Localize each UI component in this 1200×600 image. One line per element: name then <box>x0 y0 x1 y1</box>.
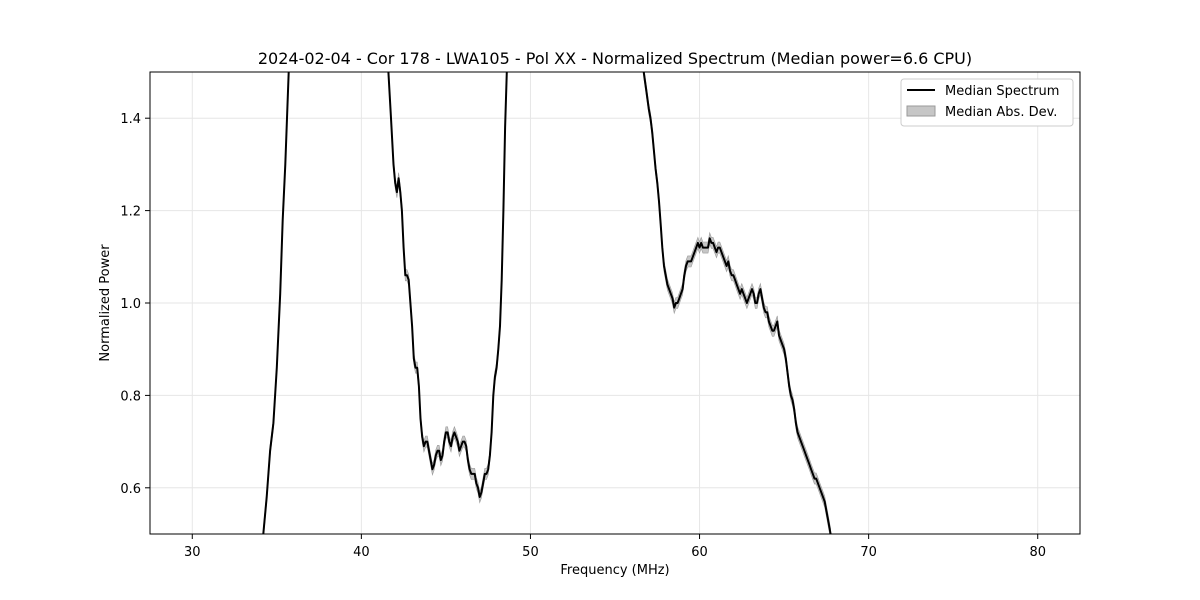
x-axis-label: Frequency (MHz) <box>560 563 669 578</box>
x-tick-label: 30 <box>184 545 201 560</box>
legend: Median Spectrum Median Abs. Dev. <box>900 78 1074 127</box>
x-tick-label: 40 <box>353 545 370 560</box>
legend-box <box>900 78 1074 127</box>
legend-band-swatch <box>906 105 936 117</box>
legend-label-median-spectrum: Median Spectrum <box>945 84 1059 99</box>
x-tick-label: 50 <box>522 545 539 560</box>
y-tick-label: 1.2 <box>120 205 141 220</box>
median-abs-dev-band <box>643 72 831 534</box>
median-spectrum-line <box>642 72 832 534</box>
x-tick-label: 80 <box>1029 545 1046 560</box>
x-tick-label: 60 <box>691 545 708 560</box>
x-axis: 30 40 50 60 70 80 <box>184 534 1046 560</box>
median-spectrum-line <box>262 72 290 534</box>
chart-title: 2024-02-04 - Cor 178 - LWA105 - Pol XX -… <box>258 49 972 68</box>
y-tick-label: 0.8 <box>120 389 141 404</box>
y-axis: 0.6 0.8 1.0 1.2 1.4 <box>120 112 150 497</box>
y-tick-label: 0.6 <box>120 482 141 497</box>
legend-label-median-abs-dev: Median Abs. Dev. <box>945 105 1057 120</box>
y-axis-label: Normalized Power <box>98 244 113 362</box>
x-tick-label: 70 <box>860 545 877 560</box>
median-line-layer <box>262 72 832 534</box>
y-tick-label: 1.4 <box>120 112 141 127</box>
y-tick-label: 1.0 <box>120 297 141 312</box>
median-spectrum-line <box>387 72 508 498</box>
